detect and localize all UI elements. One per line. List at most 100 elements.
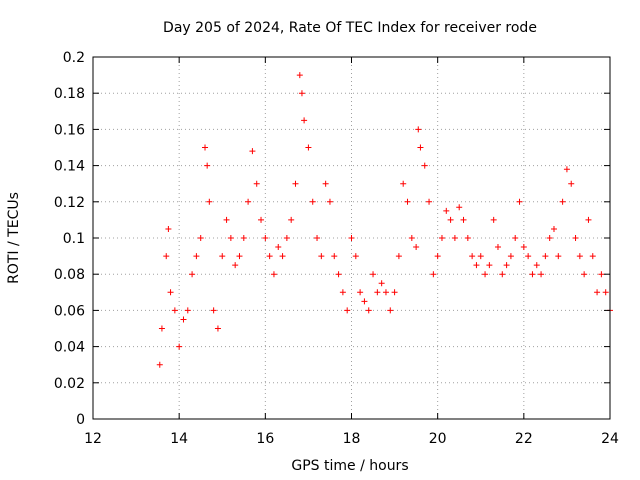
data-point bbox=[176, 343, 183, 350]
data-point bbox=[469, 253, 476, 260]
data-point bbox=[395, 253, 402, 260]
data-point bbox=[507, 253, 514, 260]
data-point bbox=[563, 166, 570, 173]
data-point bbox=[283, 235, 290, 241]
data-point bbox=[542, 253, 549, 260]
data-point bbox=[550, 225, 557, 232]
data-point bbox=[270, 271, 277, 278]
data-point bbox=[456, 204, 463, 211]
data-point bbox=[525, 253, 532, 260]
data-point bbox=[581, 271, 588, 278]
data-point bbox=[421, 162, 428, 169]
data-point bbox=[594, 289, 601, 296]
data-point bbox=[288, 216, 295, 223]
x-tick-label: 14 bbox=[170, 431, 188, 447]
y-tick-label: 0.2 bbox=[63, 50, 85, 66]
data-point bbox=[555, 253, 562, 260]
data-point bbox=[486, 262, 493, 269]
data-point bbox=[298, 90, 305, 97]
data-point bbox=[572, 235, 579, 241]
data-point bbox=[348, 235, 355, 241]
data-points bbox=[156, 72, 613, 368]
x-tick-label: 12 bbox=[84, 431, 102, 447]
data-point bbox=[245, 198, 252, 205]
data-point bbox=[301, 117, 308, 124]
data-point bbox=[533, 262, 540, 269]
data-point bbox=[589, 253, 596, 260]
data-point bbox=[430, 271, 437, 278]
data-point bbox=[585, 216, 592, 223]
data-point bbox=[236, 253, 243, 260]
data-point bbox=[382, 289, 389, 296]
y-tick-label: 0.1 bbox=[63, 231, 85, 247]
data-point bbox=[253, 180, 260, 187]
data-point bbox=[335, 271, 342, 278]
y-tick-label: 0 bbox=[76, 412, 85, 428]
data-point bbox=[408, 235, 415, 241]
y-tick-label: 0.08 bbox=[54, 267, 85, 283]
data-point bbox=[516, 198, 523, 205]
data-point bbox=[387, 307, 394, 314]
data-point bbox=[223, 216, 230, 223]
data-point bbox=[529, 271, 536, 278]
data-point bbox=[477, 253, 484, 260]
data-point bbox=[361, 298, 368, 305]
data-point bbox=[214, 325, 221, 332]
plot-frame bbox=[92, 56, 611, 420]
data-point bbox=[490, 216, 497, 223]
data-point bbox=[189, 271, 196, 278]
data-point bbox=[352, 253, 359, 260]
y-ticks: 0 0.02 0.04 0.06 0.08 0.1 0.12 0.14 0.16 0.18 0.2 bbox=[54, 50, 610, 428]
data-point bbox=[339, 289, 346, 296]
data-point bbox=[344, 307, 351, 314]
y-tick-label: 0.14 bbox=[54, 159, 85, 175]
data-point bbox=[240, 235, 247, 241]
data-point bbox=[156, 361, 163, 368]
data-point bbox=[576, 253, 583, 260]
data-point bbox=[400, 180, 407, 187]
data-point bbox=[266, 253, 273, 260]
data-point bbox=[370, 271, 377, 278]
data-point bbox=[546, 235, 553, 241]
y-tick-label: 0.12 bbox=[54, 195, 85, 211]
data-point bbox=[202, 144, 209, 151]
data-point bbox=[434, 253, 441, 260]
data-point bbox=[357, 289, 364, 296]
data-point bbox=[512, 235, 519, 241]
x-tick-label: 24 bbox=[601, 431, 619, 447]
data-point bbox=[413, 244, 420, 251]
data-point bbox=[318, 253, 325, 260]
data-point bbox=[180, 316, 187, 323]
data-point bbox=[219, 253, 226, 260]
y-tick-label: 0.16 bbox=[54, 122, 85, 138]
data-point bbox=[391, 289, 398, 296]
x-tick-label: 16 bbox=[256, 431, 274, 447]
data-point bbox=[184, 307, 191, 314]
data-point bbox=[275, 244, 282, 251]
data-point bbox=[538, 271, 545, 278]
y-tick-label: 0.02 bbox=[54, 376, 85, 392]
data-point bbox=[167, 289, 174, 296]
data-point bbox=[520, 244, 527, 251]
data-point bbox=[568, 180, 575, 187]
data-point bbox=[598, 271, 605, 278]
x-tick-label: 22 bbox=[515, 431, 533, 447]
data-point bbox=[292, 180, 299, 187]
x-axis-label: GPS time / hours bbox=[291, 458, 408, 474]
data-point bbox=[415, 126, 422, 133]
y-tick-label: 0.04 bbox=[54, 340, 85, 356]
data-point bbox=[559, 198, 566, 205]
x-tick-label: 18 bbox=[343, 431, 361, 447]
data-point bbox=[314, 235, 321, 241]
data-point bbox=[404, 198, 411, 205]
data-point bbox=[326, 198, 333, 205]
data-point bbox=[503, 262, 510, 269]
data-point bbox=[163, 253, 170, 260]
x-tick-label: 20 bbox=[429, 431, 447, 447]
data-point bbox=[447, 216, 454, 223]
y-tick-label: 0.06 bbox=[54, 303, 85, 319]
data-point bbox=[473, 262, 480, 269]
data-point bbox=[374, 289, 381, 296]
data-point bbox=[165, 225, 172, 232]
